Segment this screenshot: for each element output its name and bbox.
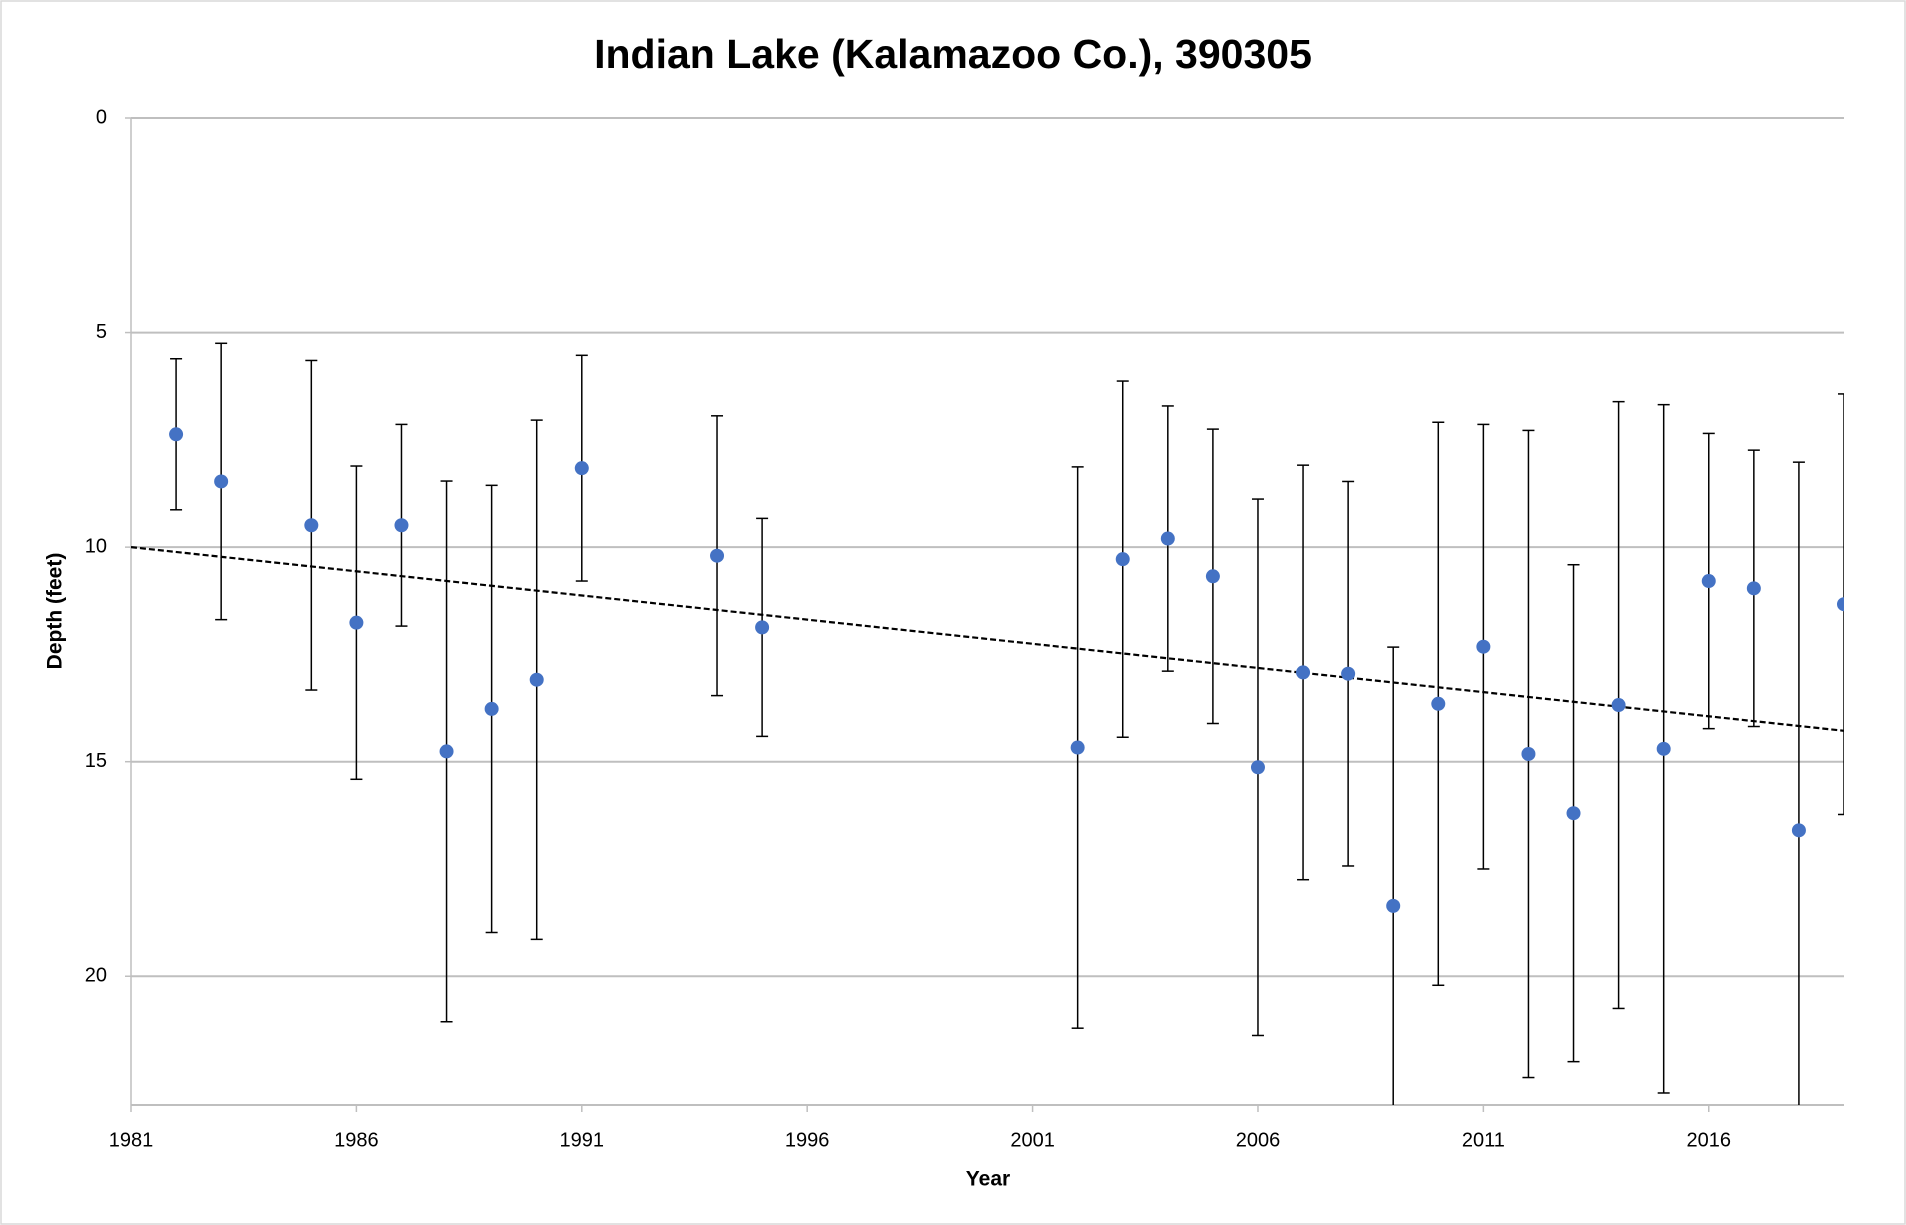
data-point [1296,665,1311,680]
data-point [1431,696,1446,711]
plot-area [131,342,1844,1105]
data-point [304,518,319,533]
data-point [1160,531,1175,546]
data-point [1341,666,1356,681]
data-point [484,701,499,716]
data-point [1611,698,1626,713]
data-point [349,615,364,630]
x-tick-label: 1981 [109,1129,154,1151]
data-point [1837,597,1844,612]
data-point [1070,740,1085,755]
data-point [1250,760,1265,775]
data-point [529,672,544,687]
data-point [1656,741,1671,756]
data-point [1791,823,1806,838]
trendline [131,546,1844,732]
data-point [1476,639,1491,654]
y-axis-title: Depth (feet) [44,553,67,670]
data-point [1746,581,1761,596]
chart-title: Indian Lake (Kalamazoo Co.), 390305 [594,31,1312,77]
y-tick-label: 5 [96,321,107,343]
data-point [214,474,229,489]
data-point [1521,746,1536,761]
x-tick-label: 2011 [1462,1129,1505,1151]
y-tick-label: 20 [85,965,107,987]
y-tick-label: 10 [85,535,107,557]
data-point [169,427,184,442]
data-point [1566,806,1581,821]
x-axis-title: Year [966,1168,1010,1191]
y-tick-label: 0 [96,106,107,128]
data-point [574,461,589,476]
x-tick-label: 1991 [560,1129,605,1151]
data-point [755,620,770,635]
x-tick-label: 1996 [785,1129,830,1151]
x-tick-label: 2001 [1010,1129,1055,1151]
x-tick-label: 2016 [1687,1129,1732,1151]
error-bar [1838,393,1844,816]
x-tick-label: 2006 [1236,1129,1281,1151]
data-point [710,548,725,563]
x-tick-label: 1986 [334,1129,379,1151]
data-point [1386,898,1401,913]
y-tick-label: 15 [85,750,107,772]
data-point [1701,574,1716,589]
data-point [1205,569,1220,584]
data-point [394,518,409,533]
data-point [1115,552,1130,567]
data-point [439,744,454,759]
